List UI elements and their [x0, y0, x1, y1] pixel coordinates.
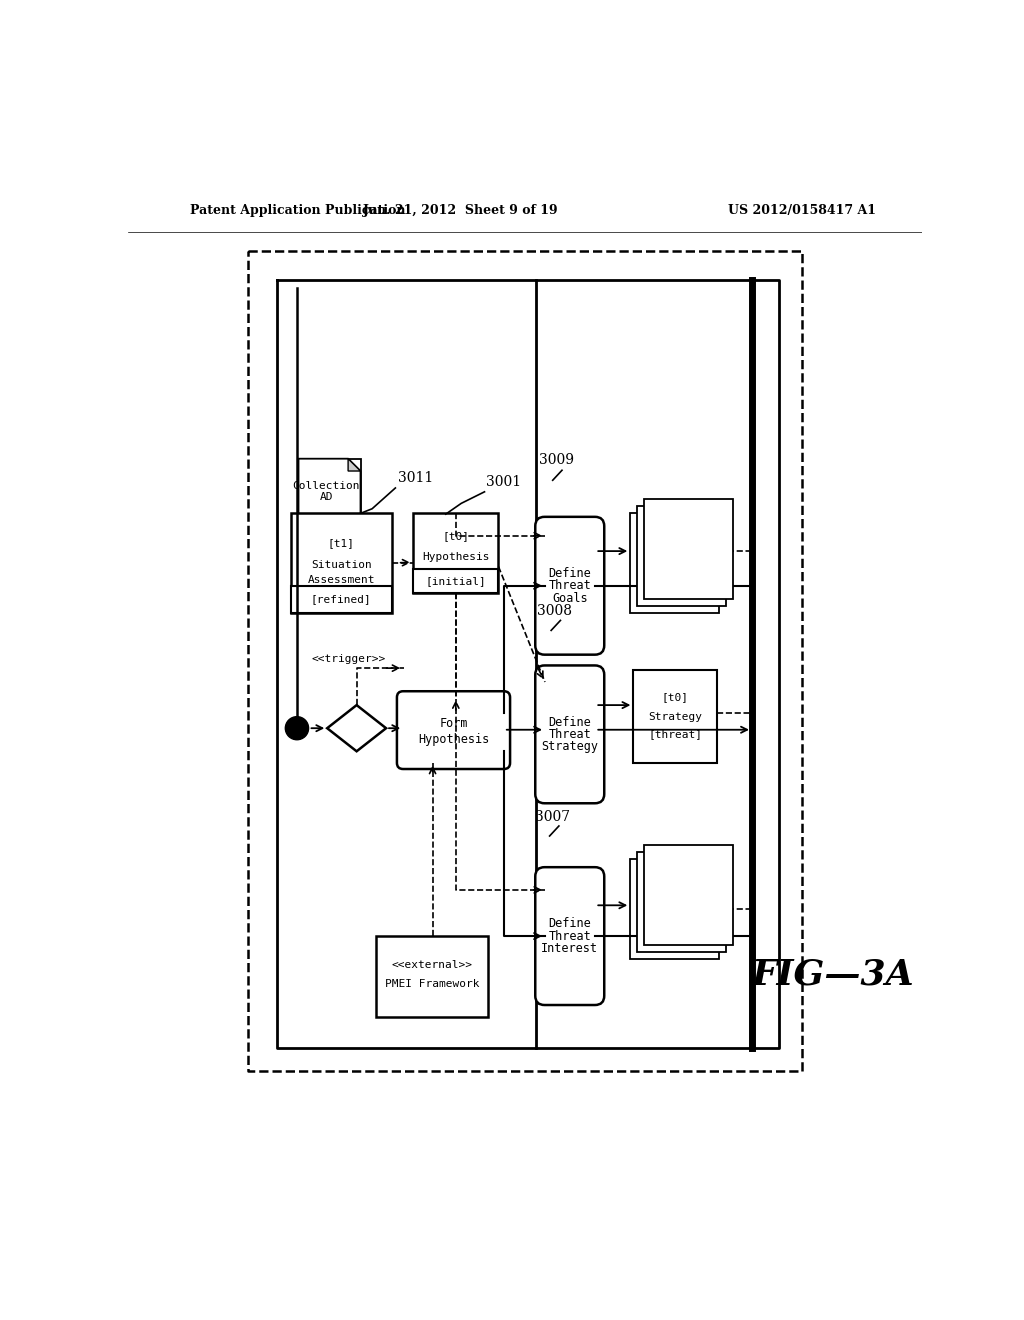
Bar	[633, 671, 717, 763]
Text: 3008: 3008	[538, 605, 572, 618]
Text: Assessment: Assessment	[307, 576, 375, 585]
Text: [threat]: [threat]	[648, 911, 701, 920]
FancyBboxPatch shape	[536, 665, 604, 804]
Text: <<external>>: <<external>>	[392, 961, 473, 970]
Text: Form: Form	[439, 718, 468, 730]
Bar	[637, 853, 726, 952]
FancyBboxPatch shape	[397, 692, 510, 770]
Polygon shape	[348, 459, 360, 471]
Bar	[630, 859, 719, 960]
Text: PMEI Framework: PMEI Framework	[385, 979, 479, 989]
Bar	[644, 499, 733, 599]
Bar	[376, 936, 488, 1016]
Bar	[414, 512, 499, 594]
FancyBboxPatch shape	[536, 517, 604, 655]
Text: 3007: 3007	[535, 809, 570, 824]
FancyBboxPatch shape	[536, 867, 604, 1005]
Bar	[291, 586, 391, 612]
Text: Hypothesis: Hypothesis	[422, 552, 489, 562]
Circle shape	[286, 717, 308, 739]
Text: Situation: Situation	[310, 560, 372, 570]
Bar	[637, 506, 726, 606]
Text: 3011: 3011	[397, 471, 433, 484]
Text: [refined]: [refined]	[310, 594, 372, 605]
Text: Threat: Threat	[549, 579, 591, 593]
Text: Threat: Threat	[549, 929, 591, 942]
Text: Strategy: Strategy	[542, 741, 598, 754]
Text: <<trigger>>: <<trigger>>	[311, 653, 386, 664]
Text: Define: Define	[549, 917, 591, 931]
Text: Goal: Goal	[662, 557, 688, 568]
Text: US 2012/0158417 A1: US 2012/0158417 A1	[728, 205, 877, 218]
Text: Define: Define	[549, 566, 591, 579]
Text: Jun. 21, 2012  Sheet 9 of 19: Jun. 21, 2012 Sheet 9 of 19	[364, 205, 559, 218]
Text: Hypothesis: Hypothesis	[418, 733, 489, 746]
Bar	[291, 512, 391, 612]
Text: Interest: Interest	[648, 898, 701, 908]
Text: Goals: Goals	[552, 591, 588, 605]
Text: [t0]: [t0]	[442, 531, 469, 541]
Text: Patent Application Publication: Patent Application Publication	[190, 205, 406, 218]
Polygon shape	[299, 459, 360, 516]
Bar	[299, 459, 360, 516]
Text: Interest: Interest	[542, 942, 598, 954]
Text: Collection
AD: Collection AD	[293, 480, 360, 502]
Text: [t0]: [t0]	[662, 545, 688, 556]
Text: [threat]: [threat]	[648, 730, 702, 739]
Text: [initial]: [initial]	[425, 576, 486, 586]
Bar	[630, 512, 719, 612]
Bar	[414, 569, 499, 594]
Text: FIG—3A: FIG—3A	[752, 957, 914, 991]
Text: Threat: Threat	[549, 727, 591, 741]
Text: [threat]: [threat]	[648, 570, 701, 579]
Text: [t1]: [t1]	[328, 539, 354, 548]
Text: 3001: 3001	[486, 475, 521, 488]
Polygon shape	[328, 705, 386, 751]
Bar	[644, 845, 733, 945]
Text: 3009: 3009	[539, 453, 573, 467]
Text: Define: Define	[549, 715, 591, 729]
Text: Strategy: Strategy	[648, 711, 702, 722]
Text: [t0]: [t0]	[662, 693, 689, 702]
